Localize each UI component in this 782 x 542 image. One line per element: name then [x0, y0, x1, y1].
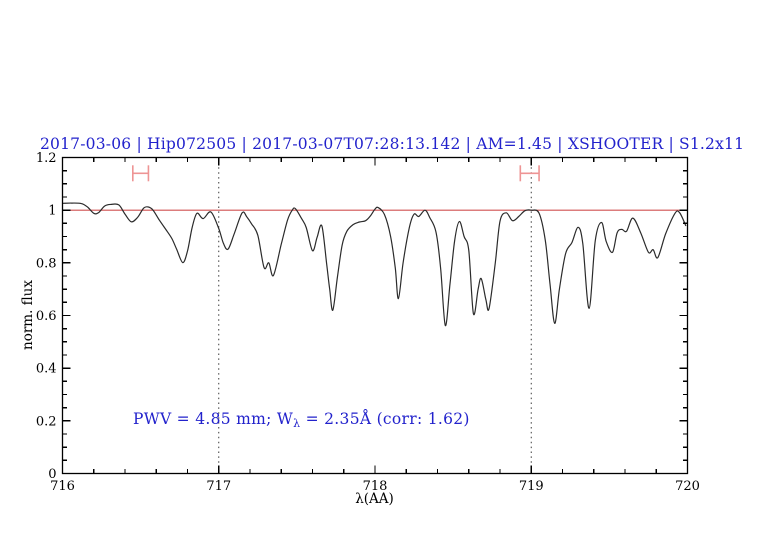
y-tick-label: 0 — [48, 467, 56, 482]
y-tick-label: 1.2 — [36, 151, 57, 166]
y-axis-label: norm. flux — [20, 280, 36, 350]
y-tick-label: 0.2 — [36, 414, 57, 429]
axis-ticks — [61, 156, 689, 475]
plot-title: 2017-03-06 | Hip072505 | 2017-03-07T07:2… — [40, 135, 745, 153]
x-tick-label: 717 — [206, 479, 231, 494]
x-tick-labels: 716 717 718 719 720 — [50, 479, 700, 494]
x-tick-label: 720 — [675, 479, 700, 494]
y-tick-label: 0.4 — [36, 362, 57, 377]
dotted-guide-lines — [218, 157, 532, 474]
spectrum-curve — [62, 202, 687, 327]
y-tick-label: 1 — [48, 204, 56, 219]
pwv-annotation: PWV = 4.85 mm; Wλ = 2.35Å (corr: 1.62) — [133, 410, 470, 430]
pwv-annotation-subscript: λ — [293, 417, 301, 430]
x-axis-label: λ(AA) — [355, 491, 394, 507]
x-tick-label: 718 — [363, 479, 388, 494]
x-tick-label: 719 — [519, 479, 544, 494]
y-tick-label: 0.8 — [36, 256, 57, 271]
pwv-annotation-prefix: PWV = 4.85 mm; W — [133, 410, 294, 428]
x-tick-label: 716 — [50, 479, 75, 494]
y-tick-label: 0.6 — [36, 309, 57, 324]
y-tick-labels: 0 0.2 0.4 0.6 0.8 1 1.2 — [36, 151, 57, 482]
pwv-annotation-suffix: = 2.35Å (corr: 1.62) — [300, 410, 470, 428]
interval-markers — [132, 165, 540, 182]
